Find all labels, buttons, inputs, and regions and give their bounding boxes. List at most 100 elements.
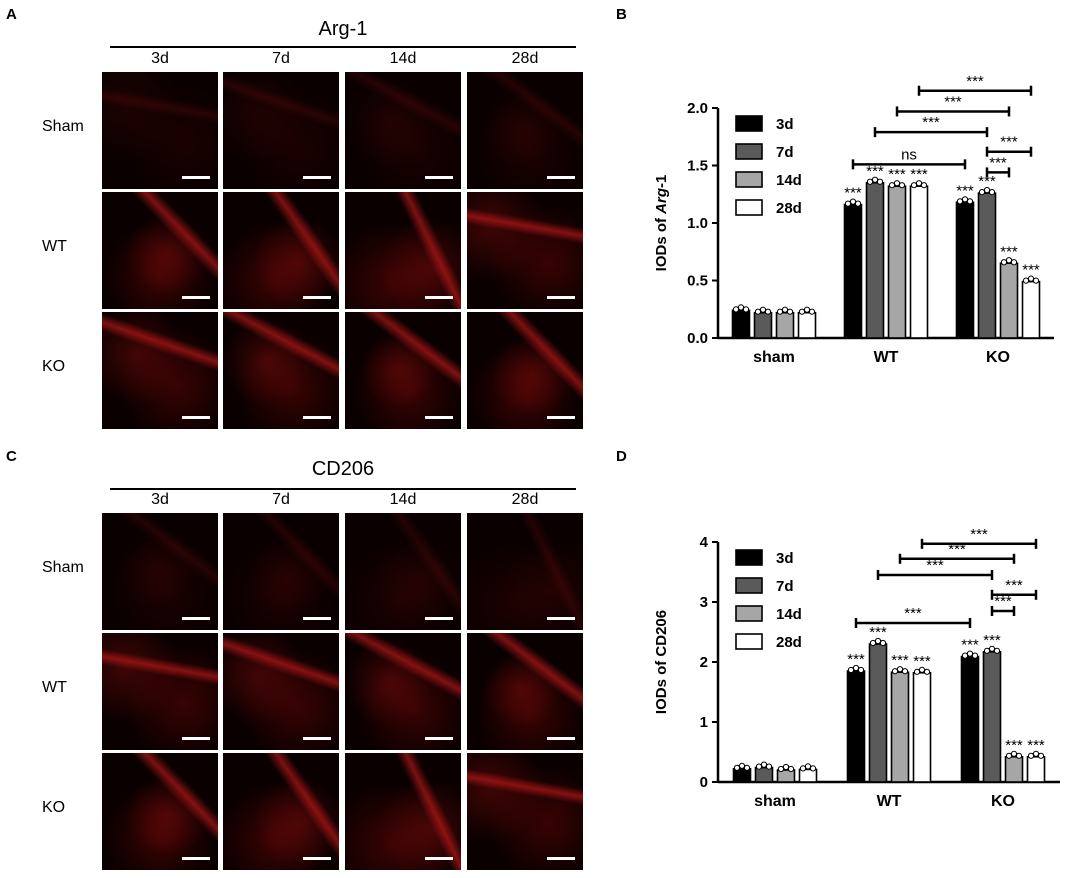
micrograph-tile — [467, 72, 583, 189]
scale-bar — [303, 617, 331, 620]
micrograph-tile — [102, 312, 218, 429]
micrograph-tile — [467, 513, 583, 630]
significance-stars: *** — [1000, 243, 1018, 260]
fluorescence-signal — [223, 753, 339, 870]
data-point — [803, 306, 811, 313]
micrograph-tile — [223, 192, 339, 309]
bar — [865, 181, 885, 339]
scale-bar — [425, 857, 453, 860]
bar — [868, 643, 888, 783]
data-point — [961, 196, 969, 203]
bracket-label: *** — [1000, 134, 1018, 151]
significance-stars: *** — [1005, 737, 1023, 754]
bar — [890, 671, 910, 783]
micrograph-tile — [345, 192, 461, 309]
data-point — [869, 639, 877, 647]
fluorescence-signal — [223, 633, 339, 750]
data-point — [871, 176, 879, 183]
legend-swatch — [735, 577, 763, 594]
fluorescence-signal — [467, 633, 583, 750]
y-tick-label: 0.0 — [687, 330, 708, 347]
bar — [732, 767, 752, 783]
micrograph-tile — [102, 192, 218, 309]
data-point — [966, 650, 974, 657]
data-point — [808, 308, 816, 315]
bar — [887, 185, 907, 339]
data-point — [1027, 275, 1035, 282]
data-point — [866, 178, 874, 185]
micrograph-tile — [345, 72, 461, 189]
scale-bar — [547, 617, 575, 620]
legend-label: 3d — [776, 550, 794, 567]
micrograph-tile — [102, 72, 218, 189]
data-point — [755, 763, 763, 770]
column-label: 28d — [511, 50, 539, 67]
significance-stars: *** — [978, 173, 996, 190]
data-point — [765, 763, 773, 770]
micrograph-tile — [102, 753, 218, 870]
scale-bar — [425, 737, 453, 740]
significance-stars: *** — [869, 624, 887, 641]
column-label: 14d — [389, 491, 417, 508]
data-point — [1032, 750, 1040, 757]
bar — [797, 311, 817, 339]
data-point — [733, 764, 741, 771]
data-point — [743, 764, 751, 771]
y-tick-label: 2.0 — [687, 100, 708, 117]
data-point — [732, 306, 740, 313]
legend-label: 14d — [776, 606, 802, 623]
bracket-label: *** — [1005, 577, 1023, 594]
micrograph-tile — [102, 513, 218, 630]
scale-bar — [303, 176, 331, 179]
bar — [1026, 755, 1046, 783]
data-point — [754, 308, 762, 315]
scale-bar — [547, 296, 575, 299]
micro-title-arg1: Arg-1 — [318, 18, 368, 40]
data-point — [898, 182, 906, 189]
row-label: KO — [42, 799, 66, 816]
data-point — [1010, 259, 1018, 266]
y-tick-label: 3 — [700, 594, 708, 611]
bracket-label: *** — [994, 593, 1012, 610]
scale-bar — [182, 176, 210, 179]
data-point — [923, 668, 931, 675]
legend-label: 3d — [776, 116, 794, 133]
bracket-label: *** — [966, 73, 984, 90]
data-point — [787, 765, 795, 773]
data-point — [920, 182, 928, 189]
fluorescence-signal — [345, 513, 461, 630]
data-point — [1010, 750, 1018, 757]
bar — [1004, 755, 1024, 783]
data-point — [809, 765, 817, 772]
bracket-label: *** — [926, 557, 944, 574]
title-rule-c — [110, 488, 576, 490]
micrograph-tile — [102, 633, 218, 750]
row-label: Sham — [42, 118, 84, 135]
micrograph-tile — [345, 633, 461, 750]
significance-stars: *** — [983, 632, 1001, 649]
micrograph-tile — [467, 312, 583, 429]
column-label: 7d — [272, 491, 290, 508]
fluorescence-signal — [223, 312, 339, 429]
column-label: 14d — [389, 50, 417, 67]
row-label: WT — [42, 238, 67, 255]
data-point — [737, 304, 745, 311]
fluorescence-signal — [345, 633, 461, 750]
data-point — [971, 652, 979, 659]
row-label: WT — [42, 679, 67, 696]
micrograph-tile — [223, 312, 339, 429]
fluorescence-signal — [467, 312, 583, 429]
panel-letter-c: C — [6, 448, 17, 465]
fluorescence-signal — [102, 312, 218, 429]
x-tick-label: sham — [753, 349, 795, 366]
data-point — [1022, 277, 1030, 284]
x-tick-label: KO — [986, 349, 1010, 366]
data-point — [879, 639, 887, 647]
y-tick-label: 1.0 — [687, 215, 708, 232]
panel-letter-d: D — [616, 448, 627, 465]
scale-bar — [182, 857, 210, 860]
data-point — [874, 637, 882, 645]
bar — [955, 201, 975, 339]
